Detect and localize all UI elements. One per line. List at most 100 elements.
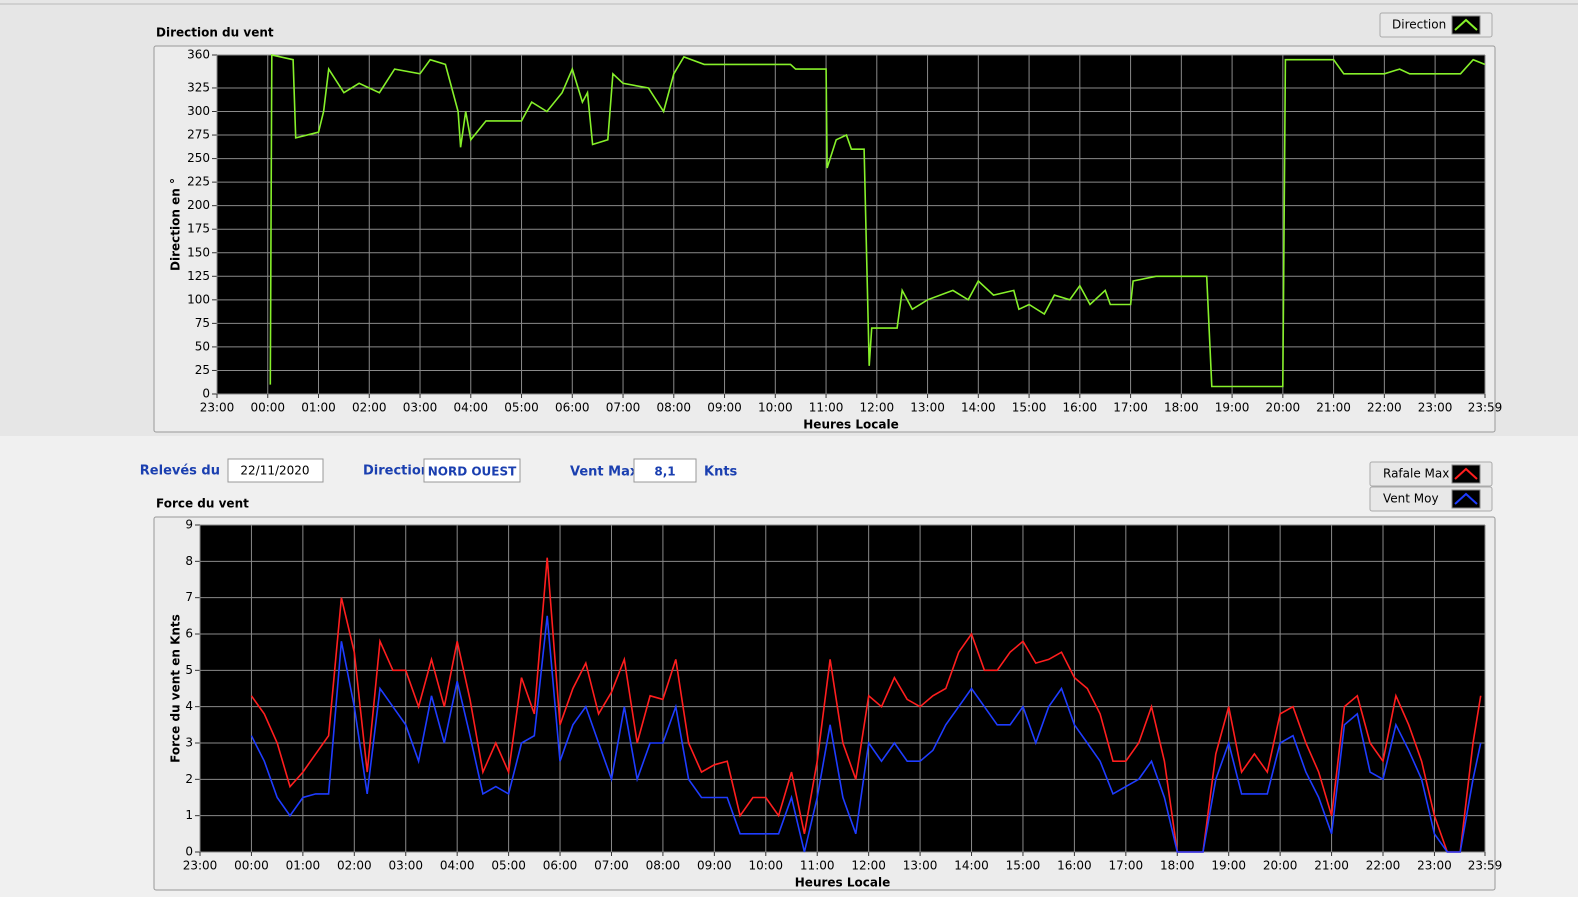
y-tick-label: 125 bbox=[187, 269, 210, 283]
y-tick-label: 8 bbox=[185, 554, 193, 568]
x-tick-label: 07:00 bbox=[594, 859, 629, 873]
legend-line bbox=[1454, 18, 1478, 31]
x-tick-label: 11:00 bbox=[800, 859, 835, 873]
y-tick-label: 25 bbox=[195, 363, 210, 377]
chart-title: Force du vent bbox=[156, 497, 249, 511]
y-tick-label: 325 bbox=[187, 80, 210, 94]
x-tick-label: 07:00 bbox=[606, 401, 641, 415]
x-tick-label: 03:00 bbox=[403, 401, 438, 415]
x-tick-label: 23:00 bbox=[183, 859, 218, 873]
y-tick-label: 100 bbox=[187, 292, 210, 306]
direction-label: Direction bbox=[363, 464, 430, 479]
x-tick-label: 16:00 bbox=[1057, 859, 1092, 873]
x-tick-label: 04:00 bbox=[453, 401, 488, 415]
x-tick-label: 01:00 bbox=[286, 859, 321, 873]
y-tick-label: 225 bbox=[187, 175, 210, 189]
legend-line bbox=[1454, 467, 1478, 480]
max-unit: Knts bbox=[704, 465, 738, 480]
x-tick-label: 20:00 bbox=[1263, 859, 1298, 873]
x-tick-label: 06:00 bbox=[555, 401, 590, 415]
y-tick-label: 0 bbox=[185, 845, 193, 859]
max-value: 8,1 bbox=[654, 465, 675, 479]
x-tick-label: 08:00 bbox=[646, 859, 681, 873]
y-tick-label: 7 bbox=[185, 590, 193, 604]
y-tick-label: 1 bbox=[185, 808, 193, 822]
x-tick-label: 09:00 bbox=[697, 859, 732, 873]
y-tick-label: 200 bbox=[187, 198, 210, 212]
x-tick-label: 03:00 bbox=[388, 859, 423, 873]
x-tick-label: 13:00 bbox=[903, 859, 938, 873]
max-field[interactable] bbox=[633, 458, 697, 483]
chart-title: Direction du vent bbox=[156, 26, 274, 40]
date-field[interactable] bbox=[227, 458, 324, 483]
legend-swatch bbox=[1451, 464, 1481, 484]
x-tick-label: 21:00 bbox=[1314, 859, 1349, 873]
y-axis-label: Force du vent en Knts bbox=[169, 614, 183, 763]
y-tick-label: 0 bbox=[202, 387, 210, 401]
x-tick-label: 00:00 bbox=[250, 401, 285, 415]
x-tick-label: 18:00 bbox=[1160, 859, 1195, 873]
x-tick-label: 05:00 bbox=[504, 401, 539, 415]
plot-area bbox=[200, 525, 1485, 852]
y-tick-label: 250 bbox=[187, 151, 210, 165]
x-tick-label: 02:00 bbox=[337, 859, 372, 873]
y-tick-label: 5 bbox=[185, 663, 193, 677]
direction-field[interactable] bbox=[423, 458, 521, 483]
x-tick-label: 13:00 bbox=[910, 401, 945, 415]
x-tick-label: 16:00 bbox=[1063, 401, 1098, 415]
date-value: 22/11/2020 bbox=[240, 464, 309, 478]
x-tick-label: 14:00 bbox=[954, 859, 989, 873]
x-tick-label: 19:00 bbox=[1211, 859, 1246, 873]
x-tick-label: 12:00 bbox=[851, 859, 886, 873]
x-tick-label: 21:00 bbox=[1316, 401, 1351, 415]
y-tick-label: 75 bbox=[195, 316, 210, 330]
x-tick-label: 17:00 bbox=[1109, 859, 1144, 873]
date-label: Relevés du bbox=[140, 464, 220, 479]
data-line bbox=[269, 54, 1486, 388]
y-tick-label: 6 bbox=[185, 627, 193, 641]
legend-label: Vent Moy bbox=[1383, 492, 1439, 506]
y-tick-label: 50 bbox=[195, 339, 210, 353]
y-tick-label: 2 bbox=[185, 772, 193, 786]
x-tick-label: 20:00 bbox=[1266, 401, 1301, 415]
data-line bbox=[250, 557, 1482, 853]
x-tick-label: 23:59 bbox=[1468, 859, 1503, 873]
y-tick-label: 175 bbox=[187, 222, 210, 236]
x-tick-label: 01:00 bbox=[301, 401, 336, 415]
x-tick-label: 23:00 bbox=[200, 401, 235, 415]
x-tick-label: 12:00 bbox=[860, 401, 895, 415]
x-tick-label: 04:00 bbox=[440, 859, 475, 873]
y-tick-label: 9 bbox=[185, 518, 193, 532]
y-tick-label: 300 bbox=[187, 104, 210, 118]
x-tick-label: 23:00 bbox=[1418, 401, 1453, 415]
x-tick-label: 02:00 bbox=[352, 401, 387, 415]
x-tick-label: 15:00 bbox=[1006, 859, 1041, 873]
x-tick-label: 18:00 bbox=[1164, 401, 1199, 415]
x-tick-label: 05:00 bbox=[491, 859, 526, 873]
x-axis-label: Heures Locale bbox=[803, 418, 898, 432]
y-tick-label: 4 bbox=[185, 699, 193, 713]
x-tick-label: 08:00 bbox=[656, 401, 691, 415]
y-axis-label: Direction en ° bbox=[169, 178, 183, 271]
x-tick-label: 15:00 bbox=[1012, 401, 1047, 415]
x-tick-label: 14:00 bbox=[961, 401, 996, 415]
data-line bbox=[250, 615, 1482, 853]
x-tick-label: 10:00 bbox=[748, 859, 783, 873]
plot-area bbox=[217, 55, 1485, 394]
x-tick-label: 22:00 bbox=[1366, 859, 1401, 873]
x-tick-label: 23:00 bbox=[1417, 859, 1452, 873]
x-tick-label: 06:00 bbox=[543, 859, 578, 873]
x-tick-label: 00:00 bbox=[234, 859, 269, 873]
legend-swatch bbox=[1451, 15, 1481, 35]
legend-label: Direction bbox=[1392, 18, 1446, 32]
y-tick-label: 3 bbox=[185, 736, 193, 750]
x-tick-label: 17:00 bbox=[1113, 401, 1148, 415]
y-tick-label: 150 bbox=[187, 245, 210, 259]
legend-swatch bbox=[1451, 489, 1481, 509]
y-tick-label: 360 bbox=[187, 48, 210, 62]
max-label: Vent Max bbox=[570, 465, 639, 480]
legend-label: Rafale Max bbox=[1383, 467, 1449, 481]
x-tick-label: 22:00 bbox=[1367, 401, 1402, 415]
